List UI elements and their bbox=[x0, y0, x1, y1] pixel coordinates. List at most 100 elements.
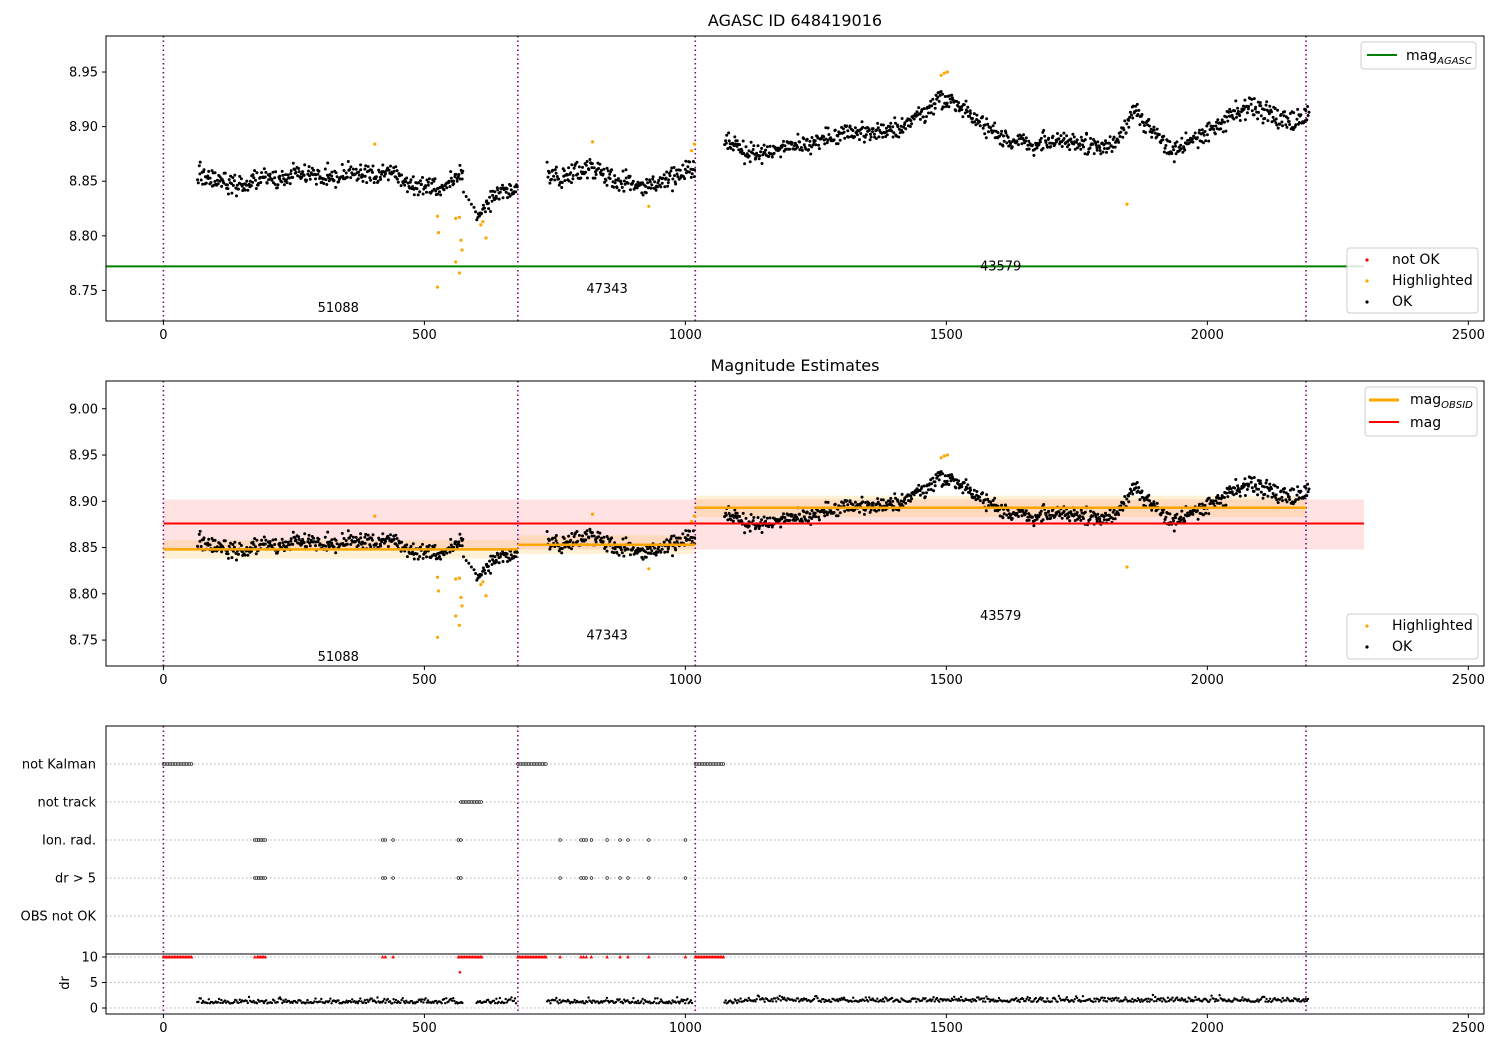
ok-point bbox=[1002, 139, 1006, 143]
ok-point bbox=[571, 177, 575, 181]
ok-point bbox=[884, 501, 888, 505]
ok-point bbox=[1024, 509, 1028, 513]
highlighted-point bbox=[690, 149, 694, 153]
ok-point bbox=[674, 548, 678, 552]
ok-point bbox=[934, 93, 938, 97]
highlighted-point bbox=[481, 220, 485, 224]
ok-point bbox=[620, 185, 624, 189]
legend-highlighted-label-2: Highlighted bbox=[1392, 618, 1473, 634]
ok-point bbox=[961, 491, 965, 495]
dr-point bbox=[549, 1002, 552, 1005]
agasc-legend-bottom-box bbox=[1346, 247, 1479, 314]
ok-point bbox=[307, 533, 311, 537]
ok-point bbox=[1246, 107, 1250, 111]
dr-point bbox=[330, 1002, 333, 1005]
ok-point bbox=[395, 177, 399, 181]
ok-point bbox=[376, 545, 380, 549]
ok-point bbox=[1285, 500, 1289, 504]
ok-point bbox=[424, 184, 428, 188]
dr-point bbox=[1066, 998, 1070, 1002]
ok-point bbox=[1107, 141, 1111, 145]
ok-point bbox=[1284, 498, 1288, 502]
dr-point bbox=[504, 997, 507, 1001]
ok-point bbox=[323, 167, 327, 171]
ok-point bbox=[897, 127, 901, 131]
ok-point bbox=[1067, 143, 1071, 147]
ok-point bbox=[608, 172, 612, 176]
ok-point bbox=[670, 534, 674, 538]
ok-point bbox=[978, 499, 982, 503]
dr-point bbox=[775, 1000, 778, 1003]
ok-point bbox=[738, 143, 742, 147]
ok-point bbox=[747, 524, 751, 528]
ok-point bbox=[229, 174, 233, 178]
ok-point bbox=[693, 536, 697, 540]
dr-point bbox=[909, 1000, 912, 1003]
ok-point bbox=[604, 545, 608, 549]
x-tick-label: 500 bbox=[412, 673, 437, 688]
ok-point bbox=[590, 162, 594, 166]
ok-point bbox=[220, 184, 224, 188]
ok-point bbox=[843, 509, 847, 513]
ok-point bbox=[1227, 110, 1231, 114]
dr-point bbox=[246, 1001, 249, 1005]
ok-point bbox=[464, 559, 468, 562]
dr-point bbox=[770, 998, 773, 1001]
ok-point bbox=[590, 534, 594, 538]
ok-point bbox=[604, 178, 608, 182]
ok-point bbox=[581, 165, 584, 169]
ok-point bbox=[1270, 487, 1273, 491]
dr-point bbox=[988, 1000, 991, 1003]
dr-point bbox=[1306, 997, 1310, 1001]
ok-point bbox=[983, 132, 987, 136]
ok-point bbox=[389, 533, 392, 537]
dr-point bbox=[1208, 1000, 1211, 1003]
ok-point bbox=[1247, 482, 1251, 486]
ok-point bbox=[751, 519, 755, 523]
ok-point bbox=[408, 180, 412, 184]
ok-point bbox=[258, 542, 262, 546]
dr-point bbox=[376, 996, 379, 999]
ok-point bbox=[987, 504, 990, 508]
ok-point bbox=[918, 493, 922, 497]
ok-point bbox=[624, 536, 628, 540]
ok-point bbox=[254, 178, 257, 182]
dr-point bbox=[981, 1000, 985, 1003]
ok-point bbox=[772, 151, 776, 155]
ok-point bbox=[442, 553, 446, 557]
ok-point bbox=[363, 174, 367, 178]
ok-point bbox=[1214, 124, 1218, 128]
ok-point bbox=[836, 514, 840, 518]
ok-point bbox=[405, 543, 409, 547]
highlighted-point bbox=[690, 520, 694, 524]
dr-point bbox=[635, 1001, 638, 1005]
ok-point bbox=[369, 178, 373, 182]
dr-point bbox=[419, 1000, 423, 1003]
ok-point bbox=[814, 515, 818, 519]
ok-point bbox=[384, 172, 387, 176]
ok-point bbox=[1118, 135, 1122, 138]
ok-point bbox=[581, 534, 584, 538]
ok-point bbox=[617, 553, 621, 557]
ok-point bbox=[1296, 485, 1300, 489]
ok-point bbox=[1198, 502, 1201, 506]
ok-point bbox=[286, 173, 290, 177]
ok-point bbox=[817, 143, 821, 147]
ok-point bbox=[1128, 487, 1132, 491]
dr-point bbox=[871, 997, 874, 1000]
ok-point bbox=[260, 171, 264, 175]
ok-point bbox=[430, 189, 434, 193]
ok-point bbox=[779, 155, 783, 159]
ok-point bbox=[666, 184, 670, 188]
dr-point bbox=[658, 1000, 661, 1004]
dr-point bbox=[509, 998, 512, 1001]
ok-point bbox=[1124, 131, 1128, 135]
ok-point bbox=[826, 126, 830, 130]
dr-point bbox=[777, 997, 780, 1001]
flags-plot-area bbox=[102, 726, 1484, 1014]
ok-point bbox=[927, 488, 930, 492]
ok-point bbox=[359, 168, 363, 172]
ok-point bbox=[557, 177, 561, 181]
ok-point bbox=[869, 508, 873, 512]
dr-point bbox=[970, 1000, 973, 1003]
